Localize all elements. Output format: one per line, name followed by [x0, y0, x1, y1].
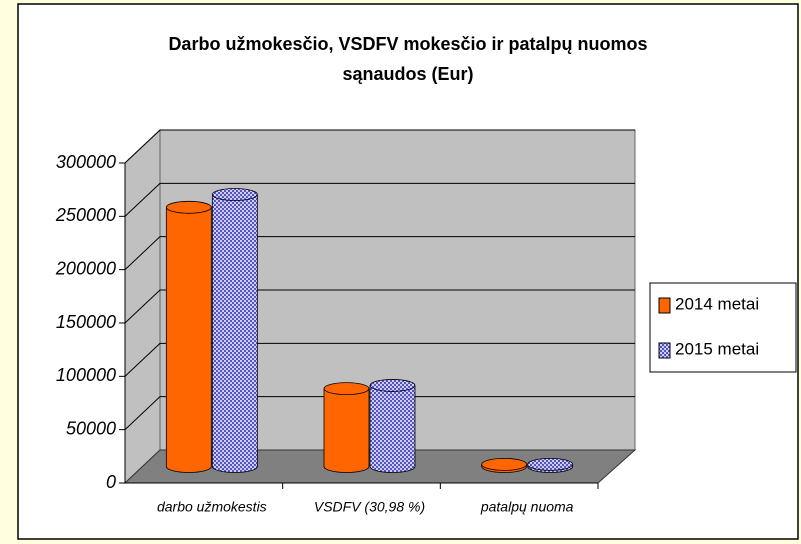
grid-line: [124, 396, 635, 431]
grid-line: [124, 182, 635, 217]
y-tick-label: 250000: [55, 205, 116, 225]
bar: [527, 457, 574, 473]
x-tick-label: darbo užmokestis: [157, 499, 267, 515]
legend-swatch: [658, 297, 671, 314]
y-tick-label: 150000: [56, 312, 116, 332]
chart-title: sąnaudos (Eur): [342, 64, 473, 84]
grid-line: [124, 289, 635, 324]
y-tick-label: 50000: [66, 418, 116, 438]
x-tick-label: patalpų nuoma: [480, 499, 574, 515]
legend: [649, 282, 797, 373]
grid-line: [124, 129, 635, 164]
grid-line: [124, 236, 635, 271]
y-tick-label: 0: [106, 472, 116, 492]
y-tick-label: 100000: [56, 365, 116, 385]
bar: [369, 379, 416, 473]
bar: [165, 200, 212, 473]
x-tick-label: VSDFV (30,98 %): [314, 499, 425, 515]
bar: [481, 457, 528, 473]
chart-title: Darbo užmokesčio, VSDFV mokesčio ir pata…: [168, 34, 647, 54]
y-tick-label: 300000: [56, 152, 116, 172]
y-tick-label: 200000: [55, 258, 116, 278]
legend-label: 2014 metai: [675, 294, 759, 313]
legend-label: 2015 metai: [675, 339, 759, 358]
grid-line: [124, 342, 635, 377]
legend-swatch: [658, 342, 671, 359]
bar: [323, 382, 370, 473]
bar: [211, 188, 258, 473]
